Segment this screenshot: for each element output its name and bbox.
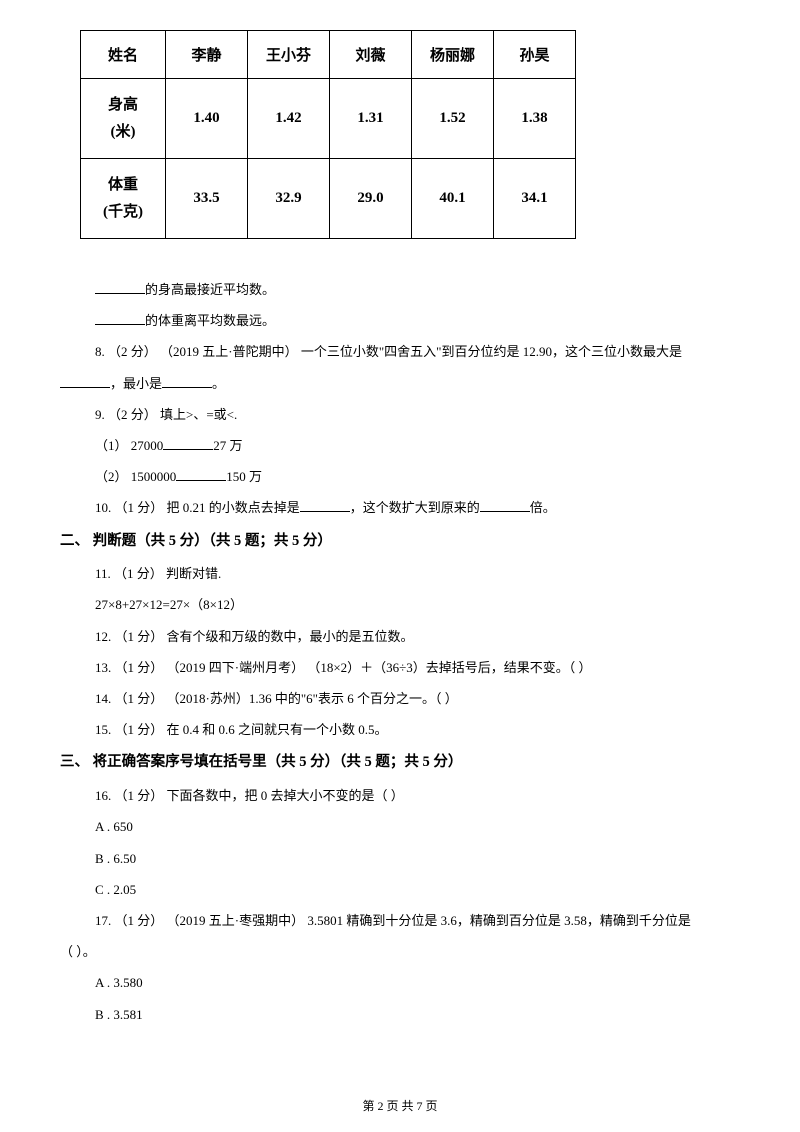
blank xyxy=(95,293,145,294)
blank xyxy=(300,511,350,512)
blank xyxy=(95,324,145,325)
row1-label-a: 身高 xyxy=(81,92,165,119)
q17a: A . 3.580 xyxy=(95,967,755,998)
table-row-weight: 体重 (千克) 33.5 32.9 29.0 40.1 34.1 xyxy=(81,159,576,239)
q17-line2: （ ）。 xyxy=(60,936,755,967)
q7b-line: 的体重离平均数最远。 xyxy=(95,305,755,336)
page-footer: 第 2 页 共 7 页 xyxy=(0,1097,800,1114)
q16b: B . 6.50 xyxy=(95,843,755,874)
table-row-height: 身高 (米) 1.40 1.42 1.31 1.52 1.38 xyxy=(81,79,576,159)
blank xyxy=(162,387,212,388)
th-2: 王小芬 xyxy=(248,31,330,79)
row2-label: 体重 (千克) xyxy=(81,159,166,239)
row1-c2: 1.42 xyxy=(248,79,330,159)
row1-label: 身高 (米) xyxy=(81,79,166,159)
q9-1-right: 27 万 xyxy=(213,438,242,453)
q10-left: 10. （1 分） 把 0.21 的小数点去掉是 xyxy=(95,500,300,515)
q16c: C . 2.05 xyxy=(95,874,755,905)
row2-c2: 32.9 xyxy=(248,159,330,239)
row2-label-b: (千克) xyxy=(81,199,165,226)
row2-label-a: 体重 xyxy=(81,172,165,199)
q17b: B . 3.581 xyxy=(95,999,755,1030)
q11-expr: 27×8+27×12=27×（8×12） xyxy=(95,589,755,620)
row2-c4: 40.1 xyxy=(412,159,494,239)
row1-c1: 1.40 xyxy=(166,79,248,159)
blank xyxy=(163,449,213,450)
th-5: 孙昊 xyxy=(494,31,576,79)
q8b-right: 。 xyxy=(212,376,225,391)
q9: 9. （2 分） 填上>、=或<. xyxy=(95,399,755,430)
row2-c3: 29.0 xyxy=(330,159,412,239)
th-name: 姓名 xyxy=(81,31,166,79)
q13: 13. （1 分） （2019 四下·端州月考） （18×2）＋（36÷3）去掉… xyxy=(95,652,755,683)
blank xyxy=(176,480,226,481)
row1-c4: 1.52 xyxy=(412,79,494,159)
q9-2-left: （2） 1500000 xyxy=(95,469,176,484)
q12: 12. （1 分） 含有个级和万级的数中，最小的是五位数。 xyxy=(95,621,755,652)
row1-c3: 1.31 xyxy=(330,79,412,159)
row2-c5: 34.1 xyxy=(494,159,576,239)
q9-2: （2） 1500000 150 万 xyxy=(95,461,755,492)
q15: 15. （1 分） 在 0.4 和 0.6 之间就只有一个小数 0.5。 xyxy=(95,714,755,745)
data-table: 姓名 李静 王小芬 刘薇 杨丽娜 孙昊 身高 (米) 1.40 1.42 1.3… xyxy=(80,30,576,239)
row1-label-b: (米) xyxy=(81,119,165,146)
q17-line1: 17. （1 分） （2019 五上·枣强期中） 3.5801 精确到十分位是 … xyxy=(95,905,755,936)
q14: 14. （1 分） （2018·苏州）1.36 中的"6"表示 6 个百分之一。… xyxy=(95,683,755,714)
row2-c1: 33.5 xyxy=(166,159,248,239)
q16a: A . 650 xyxy=(95,811,755,842)
table-header-row: 姓名 李静 王小芬 刘薇 杨丽娜 孙昊 xyxy=(81,31,576,79)
q11: 11. （1 分） 判断对错. xyxy=(95,558,755,589)
q10-right: 倍。 xyxy=(530,500,556,515)
q9-1-left: （1） 27000 xyxy=(95,438,163,453)
th-3: 刘薇 xyxy=(330,31,412,79)
q10: 10. （1 分） 把 0.21 的小数点去掉是 ，这个数扩大到原来的 倍。 xyxy=(95,492,755,523)
q7a-text: 的身高最接近平均数。 xyxy=(145,282,275,297)
q16: 16. （1 分） 下面各数中，把 0 去掉大小不变的是（ ） xyxy=(95,780,755,811)
section3-header: 三、 将正确答案序号填在括号里（共 5 分）（共 5 题；共 5 分） xyxy=(60,745,755,780)
q8b-left: ，最小是 xyxy=(110,376,162,391)
q8-line2: ，最小是 。 xyxy=(60,368,755,399)
q7b-text: 的体重离平均数最远。 xyxy=(145,313,275,328)
section2-header: 二、 判断题（共 5 分）（共 5 题；共 5 分） xyxy=(60,524,755,559)
q7a-line: 的身高最接近平均数。 xyxy=(95,274,755,305)
blank xyxy=(480,511,530,512)
q10-mid: ，这个数扩大到原来的 xyxy=(350,500,480,515)
th-1: 李静 xyxy=(166,31,248,79)
q9-1: （1） 27000 27 万 xyxy=(95,430,755,461)
th-4: 杨丽娜 xyxy=(412,31,494,79)
blank xyxy=(60,387,110,388)
row1-c5: 1.38 xyxy=(494,79,576,159)
q9-2-right: 150 万 xyxy=(226,469,262,484)
q8-line1: 8. （2 分） （2019 五上·普陀期中） 一个三位小数"四舍五入"到百分位… xyxy=(95,336,755,367)
